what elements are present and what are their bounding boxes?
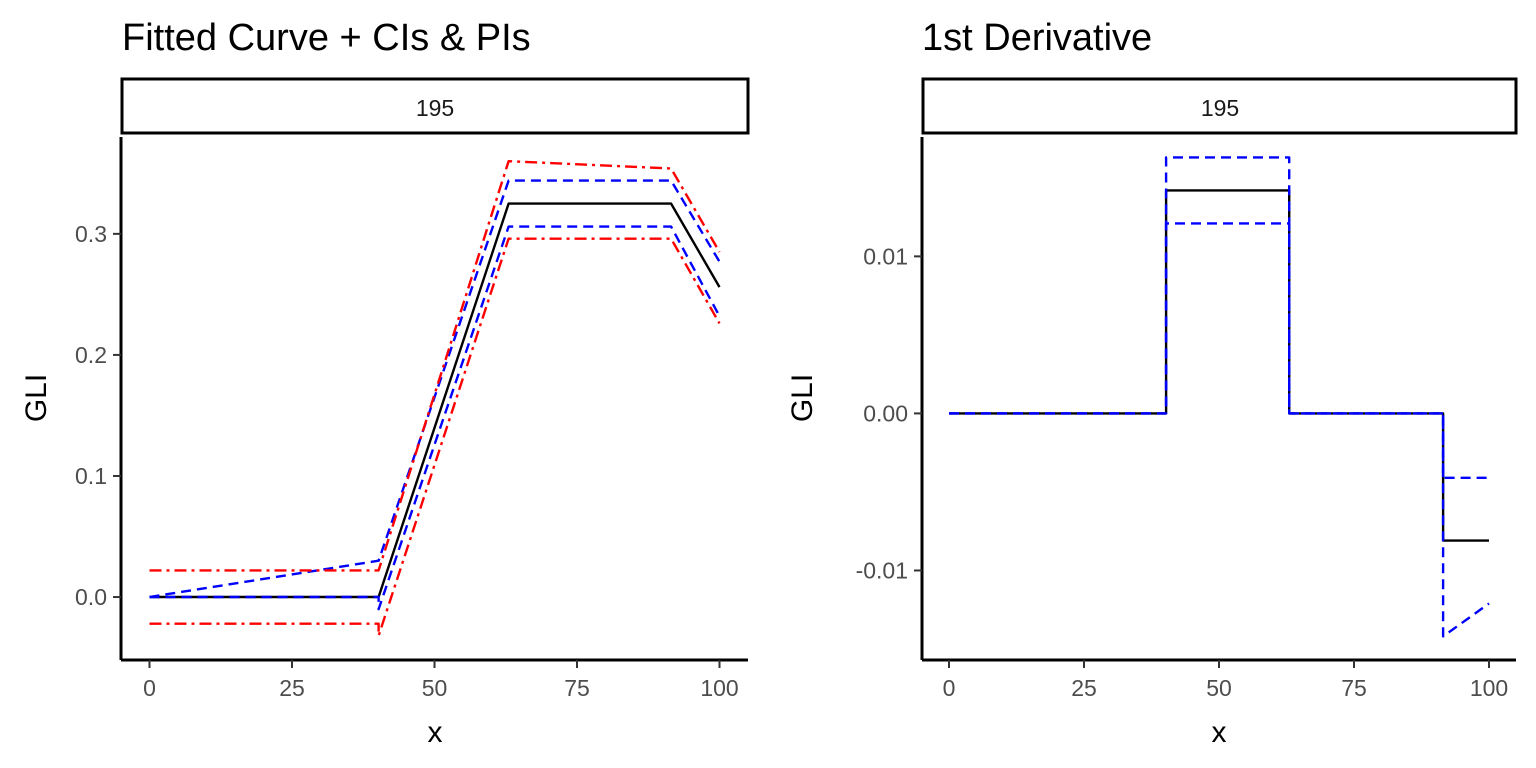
series-line-pi_upper bbox=[149, 159, 721, 572]
x-axis-title: x bbox=[1212, 716, 1227, 749]
panel-fitted-curve: Fitted Curve + CIs & PIs 195 GLI x 0 25 50… bbox=[20, 17, 750, 749]
y-tick-label: 0.3 bbox=[75, 221, 107, 247]
y-tick-label: 0.00 bbox=[863, 400, 908, 426]
x-tick-label: 75 bbox=[564, 675, 590, 701]
series-line-pi_lower bbox=[149, 237, 721, 637]
x-tick-label: 100 bbox=[1470, 675, 1508, 701]
x-tick-label: 0 bbox=[143, 675, 156, 701]
x-tick-label: 25 bbox=[1071, 675, 1097, 701]
y-axis-title: GLI bbox=[20, 374, 53, 422]
x-axis-title: x bbox=[428, 716, 443, 749]
series-line-ci_lower bbox=[949, 222, 1490, 638]
x-tick-label: 0 bbox=[943, 675, 956, 701]
facet-strip-label: 195 bbox=[416, 95, 454, 121]
y-tick-label: 0.1 bbox=[75, 463, 107, 489]
x-tick-label: 75 bbox=[1341, 675, 1367, 701]
x-tick-label: 100 bbox=[700, 675, 738, 701]
series-line-ci_lower bbox=[149, 225, 721, 611]
facet-strip bbox=[921, 77, 1518, 135]
plot-area bbox=[949, 156, 1490, 638]
facet-strip-label: 195 bbox=[1201, 95, 1239, 121]
y-tick-label: 0.01 bbox=[863, 243, 908, 269]
plot-area bbox=[149, 159, 721, 637]
y-tick-label: 0.2 bbox=[75, 342, 107, 368]
y-axis-title: GLI bbox=[786, 374, 819, 422]
facet-strip bbox=[120, 77, 750, 135]
series-line-ci_upper bbox=[149, 179, 721, 599]
panel-title: 1st Derivative bbox=[922, 17, 1152, 59]
y-tick-label: -0.01 bbox=[856, 557, 908, 583]
panel-title: Fitted Curve + CIs & PIs bbox=[122, 17, 531, 59]
y-tick-label: 0.0 bbox=[75, 584, 107, 610]
panel-first-derivative: 1st Derivative 195 GLI x 0 25 50 75 100 -0.01… bbox=[786, 17, 1518, 749]
x-tick-label: 25 bbox=[279, 675, 305, 701]
x-tick-label: 50 bbox=[422, 675, 448, 701]
x-tick-label: 50 bbox=[1206, 675, 1232, 701]
